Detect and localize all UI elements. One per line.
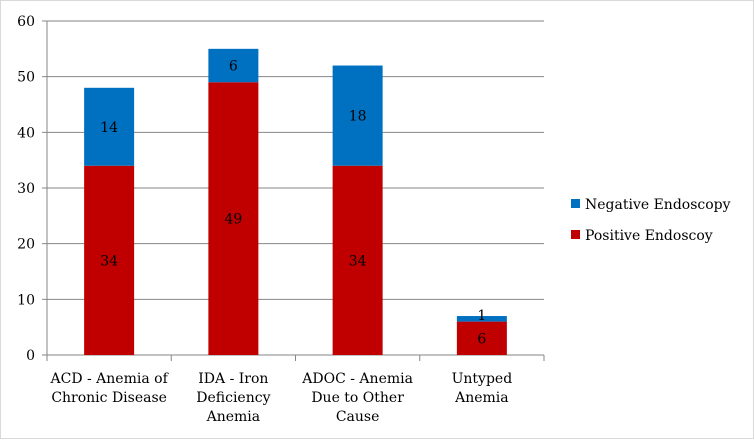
data-label: 34	[349, 253, 367, 269]
y-tick-label: 50	[17, 70, 35, 86]
category-label-line: ADOC - Anemia	[301, 371, 413, 387]
data-label: 6	[229, 59, 238, 75]
y-tick-label: 40	[17, 125, 35, 141]
legend-label: Positive Endoscoy	[585, 228, 713, 244]
category-label-line: Untyped	[452, 371, 513, 387]
axes: 0 10 20 30 40 50 60 ACD - Anemia of Chronic Dise…	[17, 14, 545, 425]
data-label: 49	[224, 212, 242, 228]
category-label-line: Chronic Disease	[51, 390, 167, 406]
category-label-line: Deficiency	[196, 390, 270, 406]
legend-swatch	[571, 199, 580, 208]
category-label: ADOC - Anemia Due to Other Cause	[301, 371, 413, 425]
data-label: 6	[477, 331, 486, 347]
bars	[84, 48, 507, 355]
bar-negative-2	[332, 65, 383, 166]
data-label: 18	[349, 109, 367, 125]
legend-swatch	[571, 230, 580, 239]
y-tick-label: 20	[17, 237, 35, 253]
bar-negative-0	[84, 87, 135, 166]
bar-positive-0	[84, 165, 135, 355]
category-label-line: ACD - Anemia of	[50, 371, 170, 387]
category-label-line: Cause	[336, 409, 380, 425]
bar-positive-3	[456, 321, 507, 355]
category-label: ACD - Anemia of Chronic Disease	[50, 371, 170, 406]
category-label-line: IDA - Iron	[198, 371, 268, 387]
category-label-line: Anemia	[454, 390, 509, 406]
y-tick-label: 0	[26, 348, 35, 364]
y-tick-label: 30	[17, 181, 35, 197]
bar-positive-2	[332, 165, 383, 355]
category-label: IDA - Iron Deficiency Anemia	[196, 371, 270, 425]
y-tick-label: 60	[17, 14, 35, 30]
legend: Negative Endoscopy Positive Endoscoy	[571, 197, 731, 244]
category-label-line: Anemia	[206, 409, 261, 425]
bar-negative-1	[208, 48, 259, 83]
category-label-line: Due to Other	[311, 390, 404, 406]
data-label: 34	[100, 253, 118, 269]
data-labels: 34 14 49 6 34 18 6 1	[100, 59, 486, 348]
category-label: Untyped Anemia	[452, 371, 513, 406]
y-tick-label: 10	[17, 292, 35, 308]
data-label: 14	[100, 120, 118, 136]
data-label: 1	[477, 308, 486, 324]
bar-negative-3	[456, 316, 507, 322]
bar-positive-1	[208, 82, 259, 355]
legend-label: Negative Endoscopy	[585, 197, 731, 213]
